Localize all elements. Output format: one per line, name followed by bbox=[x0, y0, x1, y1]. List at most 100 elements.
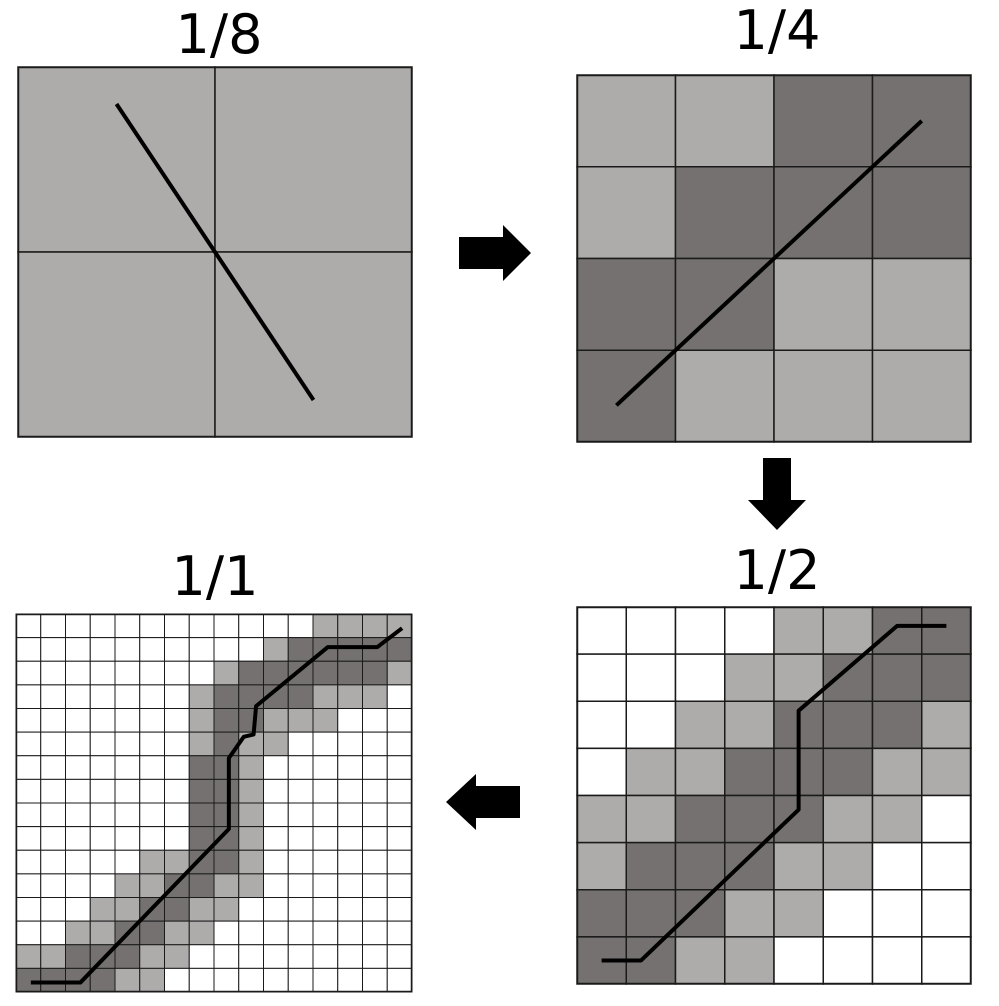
grid-cell bbox=[871, 606, 923, 655]
grid-cell bbox=[337, 826, 363, 851]
grid-cell bbox=[724, 794, 775, 844]
grid-cell bbox=[386, 778, 413, 804]
grid-cell bbox=[287, 967, 314, 993]
grid-cell bbox=[164, 660, 190, 686]
grid-cell bbox=[337, 755, 363, 780]
grid-cell bbox=[576, 700, 627, 750]
arrow-left-icon bbox=[446, 774, 520, 830]
grid-cell bbox=[287, 731, 314, 757]
grid-cell bbox=[139, 708, 165, 733]
grid-cell bbox=[386, 802, 413, 828]
grid-cell bbox=[238, 613, 264, 639]
grid-cell bbox=[139, 849, 165, 875]
grid-cell bbox=[114, 731, 141, 757]
grid-cell bbox=[213, 944, 240, 969]
grid-cell bbox=[238, 944, 264, 969]
grid-cell bbox=[213, 897, 240, 922]
grid-border bbox=[15, 613, 413, 993]
grid-cell bbox=[40, 637, 66, 662]
grid-cell bbox=[89, 731, 116, 757]
grid-cell bbox=[238, 873, 264, 898]
grid-cell bbox=[213, 708, 240, 733]
boundary-line bbox=[615, 119, 924, 407]
grid-cell bbox=[139, 613, 165, 639]
grid-cell bbox=[362, 613, 388, 639]
grid-cell bbox=[312, 873, 339, 898]
grid-panel-1-1 bbox=[15, 613, 413, 993]
grid-cell bbox=[238, 897, 264, 922]
grid-cell bbox=[40, 849, 66, 875]
grid-border bbox=[576, 606, 972, 985]
grid-cell bbox=[312, 849, 339, 875]
grid-cell bbox=[337, 967, 363, 993]
boundary-line bbox=[114, 102, 316, 402]
grid-cell bbox=[238, 755, 264, 780]
grid-cell bbox=[871, 257, 972, 351]
grid-cell bbox=[15, 873, 42, 898]
grid-cell bbox=[114, 613, 141, 639]
grid-cell bbox=[386, 944, 413, 969]
grid-cell bbox=[139, 967, 165, 993]
arrow-right-icon bbox=[459, 225, 531, 281]
grid-cell bbox=[65, 897, 91, 922]
grid-cell bbox=[362, 873, 388, 898]
grid-cell bbox=[312, 920, 339, 946]
grid-cell bbox=[164, 613, 190, 639]
grid-cell bbox=[188, 755, 215, 780]
grid-cell bbox=[114, 849, 141, 875]
grid-cell bbox=[188, 802, 215, 828]
grid-cell bbox=[114, 873, 141, 898]
grid-cell bbox=[362, 684, 388, 709]
grid-cell bbox=[337, 731, 363, 757]
grid-cell bbox=[15, 778, 42, 804]
grid-cell bbox=[312, 755, 339, 780]
grid-cell bbox=[871, 166, 972, 260]
grid-cell bbox=[871, 794, 923, 844]
grid-cell bbox=[674, 889, 726, 938]
grid-cell bbox=[164, 708, 190, 733]
grid-cell bbox=[188, 637, 215, 662]
label-scale-1-2: 1/2 bbox=[733, 539, 821, 602]
grid-cell bbox=[40, 897, 66, 922]
grid-cell bbox=[89, 660, 116, 686]
grid-cell bbox=[164, 637, 190, 662]
grid-cell bbox=[17, 66, 216, 253]
grid-cell bbox=[15, 637, 42, 662]
grid-cell bbox=[674, 841, 726, 891]
grid-cell bbox=[287, 897, 314, 922]
grid-cell bbox=[188, 684, 215, 709]
grid-cell bbox=[65, 778, 91, 804]
grid-cell bbox=[65, 826, 91, 851]
grid-cell bbox=[337, 708, 363, 733]
grid-cell bbox=[287, 873, 314, 898]
grid-cell bbox=[625, 700, 677, 750]
grid-cell bbox=[674, 606, 726, 655]
grid-cell bbox=[114, 826, 141, 851]
grid-cell bbox=[89, 873, 116, 898]
grid-cell bbox=[139, 755, 165, 780]
grid-cell bbox=[164, 849, 190, 875]
grid-cell bbox=[238, 849, 264, 875]
grid-cell bbox=[40, 684, 66, 709]
grid-cell bbox=[114, 660, 141, 686]
grid-cell bbox=[188, 849, 215, 875]
grid-cell bbox=[674, 747, 726, 797]
grid-cell bbox=[287, 708, 314, 733]
grid-cell bbox=[89, 897, 116, 922]
grid-cell bbox=[312, 944, 339, 969]
grid-cell bbox=[263, 897, 289, 922]
grid-cell bbox=[188, 967, 215, 993]
grid-cell bbox=[337, 920, 363, 946]
grid-cell bbox=[822, 841, 874, 891]
grid-cell bbox=[362, 967, 388, 993]
grid-cell bbox=[40, 967, 66, 993]
grid-cell bbox=[871, 936, 923, 985]
grid-cell bbox=[362, 897, 388, 922]
grid-cell bbox=[921, 700, 972, 750]
boundary-line bbox=[30, 626, 404, 985]
grid-cell bbox=[386, 826, 413, 851]
grid-cell bbox=[287, 849, 314, 875]
grid-cell bbox=[238, 660, 264, 686]
boundary-line bbox=[601, 623, 947, 963]
grid-cell bbox=[139, 920, 165, 946]
